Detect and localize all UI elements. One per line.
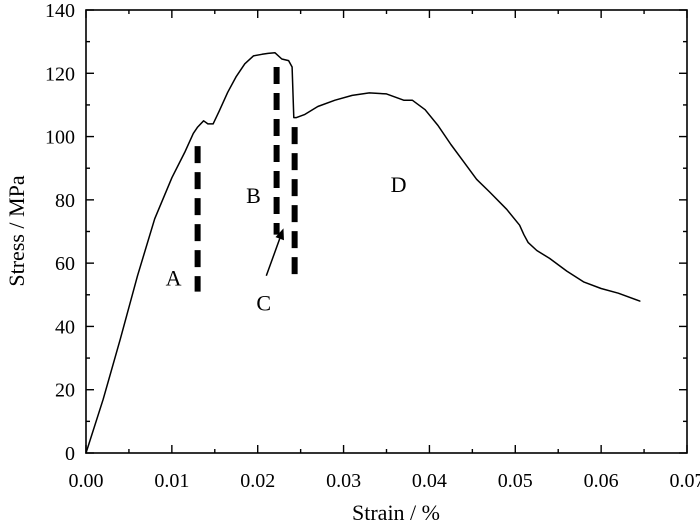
series-layer — [85, 51, 641, 454]
x-axis-title: Strain / % — [352, 500, 440, 525]
x-tick-label: 0.02 — [240, 470, 275, 492]
y-tick-label: 60 — [55, 253, 75, 275]
y-tick-label: 0 — [65, 443, 75, 465]
axis-tick-labels: 0.00 0.01 0.02 0.03 0.04 0.05 0.06 0.07 0 20 40 60 8… — [45, 0, 700, 492]
x-tick-label: 0.04 — [412, 470, 447, 492]
x-tick-label: 0.01 — [154, 470, 189, 492]
region-label-c: C — [256, 291, 271, 316]
region-label-d: D — [391, 172, 407, 197]
annotation-arrow — [265, 228, 284, 277]
arrow-head — [275, 228, 284, 241]
plot-frame — [85, 9, 688, 454]
region-label-b: B — [246, 183, 261, 208]
y-tick-label: 120 — [45, 63, 75, 85]
x-tick-label: 0.06 — [584, 470, 619, 492]
x-tick-label: 0.00 — [69, 470, 104, 492]
x-tick-label: 0.03 — [326, 470, 361, 492]
y-tick-label: 40 — [55, 316, 75, 338]
y-tick-label: 80 — [55, 190, 75, 212]
y-tick-label: 100 — [45, 127, 75, 149]
region-label-a: A — [166, 265, 182, 290]
y-tick-label: 140 — [45, 0, 75, 22]
axis-ticks — [85, 9, 688, 454]
arrow-shaft — [265, 238, 281, 277]
x-tick-label: 0.05 — [498, 470, 533, 492]
y-axis-title: Stress / MPa — [4, 175, 29, 286]
region-dividers — [194, 66, 298, 292]
x-tick-label: 0.07 — [670, 470, 700, 492]
stress-strain-curve — [85, 51, 641, 454]
y-tick-label: 20 — [55, 380, 75, 402]
region-labels: A B C D — [166, 172, 407, 316]
